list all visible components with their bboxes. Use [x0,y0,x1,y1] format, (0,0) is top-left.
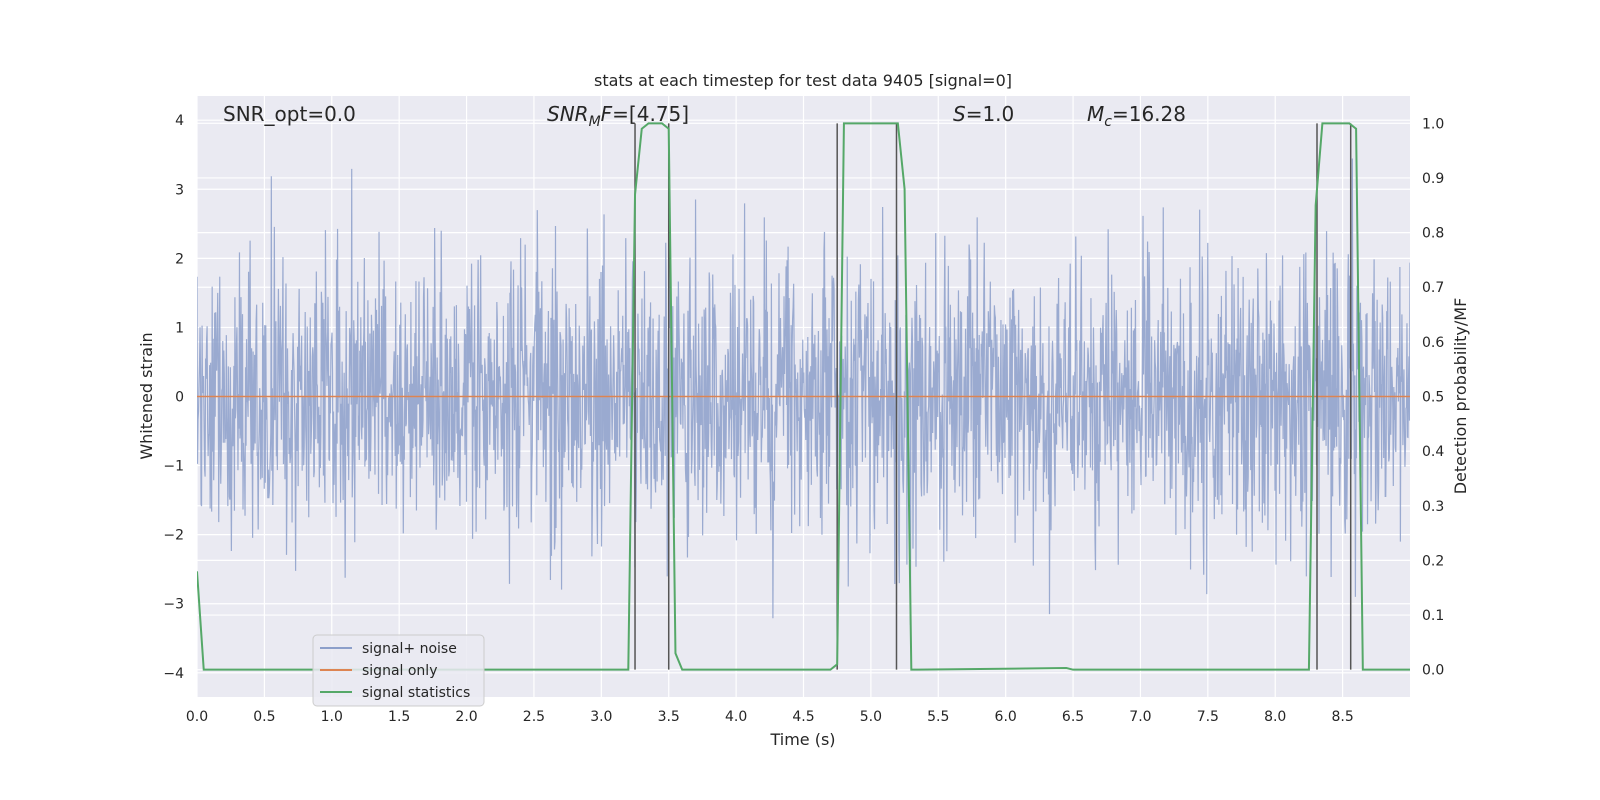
y-right-tick-label-9: 0.9 [1422,171,1444,187]
x-tick-label-4: 2.0 [455,709,477,725]
x-tick-label-12: 6.0 [995,709,1017,725]
y-axis-label: Whitened strain [137,332,156,459]
legend-label-signal-only: signal only [362,663,437,679]
y-tick-label-3: −1 [163,459,184,475]
legend-label-signal-statistics: signal statistics [362,685,470,701]
y-tick-label-6: 2 [175,251,184,267]
x-tick-label-10: 5.0 [860,709,882,725]
x-tick-label-11: 5.5 [927,709,949,725]
y-right-tick-label-8: 0.8 [1422,226,1444,242]
annotations: SNR_opt=0.0 SNRMF=[4.75] S=1.0 Mc=16.28 [223,102,1186,130]
y-tick-label-8: 4 [175,113,184,129]
series-signal-noise [197,158,1410,625]
x-tick-label-0: 0.0 [186,709,208,725]
y-tick-label-4: 0 [175,390,184,406]
y-right-tick-label-1: 0.1 [1422,608,1444,624]
y-right-tick-label-0: 0.0 [1422,663,1444,679]
x-tick-label-7: 3.5 [658,709,680,725]
x-tick-label-1: 0.5 [253,709,275,725]
x-tick-label-2: 1.0 [321,709,343,725]
y-right-tick-label-10: 1.0 [1422,116,1444,132]
y-right-tick-label-6: 0.6 [1422,335,1444,351]
annotation-snr-opt: SNR_opt=0.0 [223,102,356,126]
signal-noise-line [197,158,1410,625]
x-tick-label-16: 8.0 [1264,709,1286,725]
x-tick-label-15: 7.5 [1197,709,1219,725]
series-signal-statistics [197,122,1410,671]
y-axis-right-ticks: 0.0 0.1 0.2 0.3 0.4 0.5 0.6 0.7 0.8 0.9 1.0 [1422,116,1444,678]
x-tick-label-3: 1.5 [388,709,410,725]
x-axis-label: Time (s) [769,730,835,749]
x-tick-label-14: 7.0 [1129,709,1151,725]
x-tick-label-9: 4.5 [792,709,814,725]
y-tick-label-1: −3 [163,597,184,613]
signal-statistics-line [197,122,1410,671]
chart-title: stats at each timestep for test data 940… [594,71,1012,90]
y-axis-right-label: Detection probability/MF [1451,298,1470,495]
y-tick-label-2: −2 [163,528,184,544]
annotation-s-val: S=1.0 [953,102,1014,126]
legend-label-signal-noise: signal+ noise [362,641,457,657]
y-tick-label-0: −4 [163,666,184,682]
y-right-tick-label-4: 0.4 [1422,444,1444,460]
y-axis-left-ticks: −4 −3 −2 −1 0 1 2 3 4 [163,113,184,682]
x-tick-label-17: 8.5 [1331,709,1353,725]
x-tick-label-13: 6.5 [1062,709,1084,725]
y-right-tick-label-3: 0.3 [1422,499,1444,515]
detection-markers [634,123,1352,670]
legend-box [312,634,485,707]
y-tick-label-7: 3 [175,182,184,198]
y-right-tick-label-7: 0.7 [1422,280,1444,296]
x-axis-ticks: 0.0 0.5 1.0 1.5 2.0 2.5 3.0 3.5 4.0 4.5 5.0 5.5 6.0 6… [186,709,1354,725]
y-tick-label-5: 1 [175,320,184,336]
annotation-mc-val: Mc=16.28 [1087,102,1186,130]
x-tick-label-5: 2.5 [523,709,545,725]
annotation-snr-mf: SNRMF=[4.75] [547,102,689,130]
y-right-tick-label-2: 0.2 [1422,553,1444,569]
legend: signal+ noise signal only signal statist… [312,634,485,707]
x-tick-label-6: 3.0 [590,709,612,725]
x-tick-label-8: 4.0 [725,709,747,725]
y-right-tick-label-5: 0.5 [1422,390,1444,406]
